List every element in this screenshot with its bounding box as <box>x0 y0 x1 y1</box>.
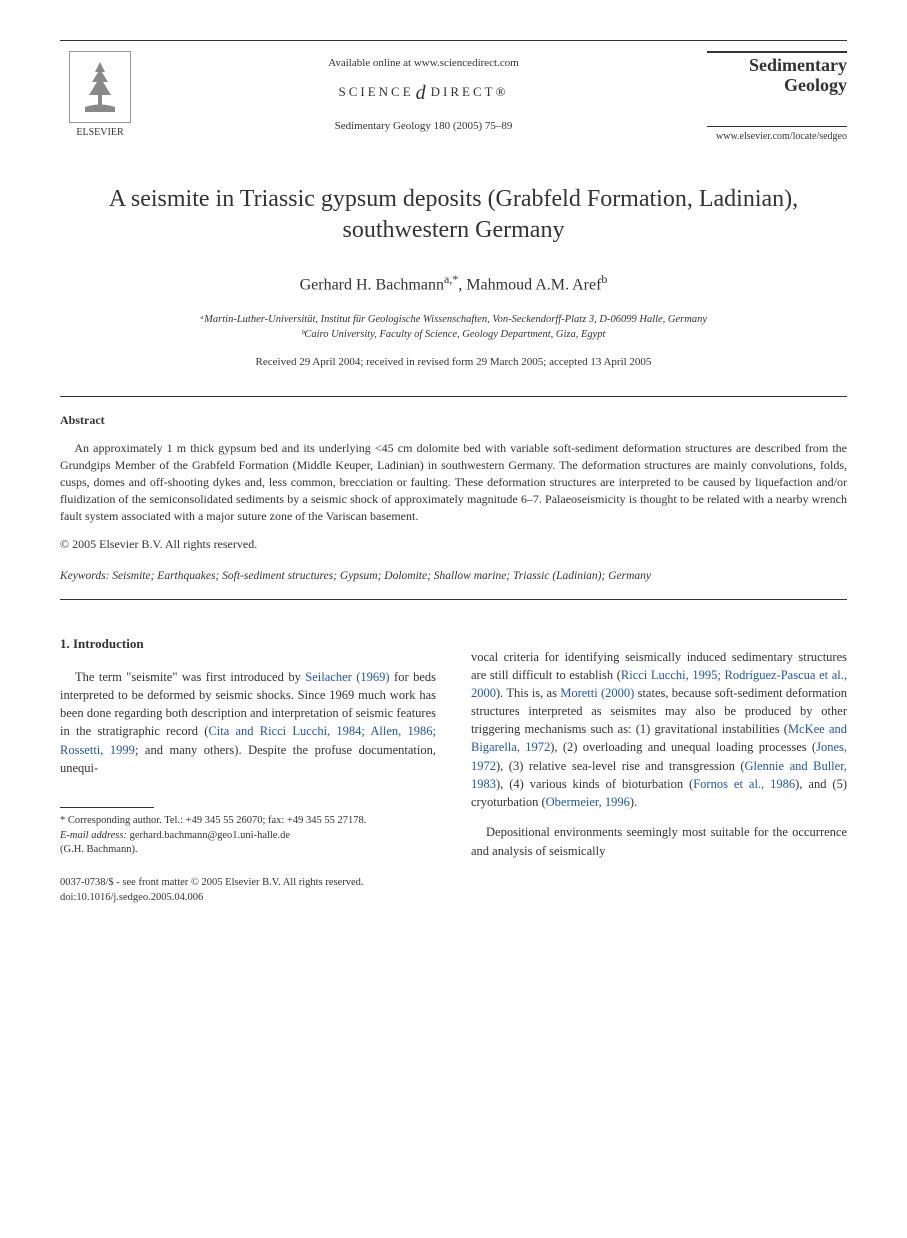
column-left: 1. Introduction The term "seismite" was … <box>60 635 436 905</box>
journal-title-l1: Sedimentary <box>749 55 847 75</box>
cite-fornos-1986[interactable]: Fornos et al., 1986 <box>693 777 795 791</box>
citation-line: Sedimentary Geology 180 (2005) 75–89 <box>140 119 707 134</box>
intro-text-1a: The term "seismite" was first introduced… <box>75 670 305 684</box>
intro-para-1: The term "seismite" was first introduced… <box>60 668 436 777</box>
journal-title: Sedimentary Geology <box>707 51 847 96</box>
journal-box: Sedimentary Geology www.elsevier.com/loc… <box>707 51 847 144</box>
keywords-label: Keywords: <box>60 570 109 582</box>
intro-text-2d: ), (2) overloading and unequal loading p… <box>550 740 816 754</box>
footnote-separator <box>60 807 154 808</box>
footer-line-2: doi:10.1016/j.sedgeo.2005.04.006 <box>60 891 436 906</box>
abstract-heading: Abstract <box>60 412 847 429</box>
article-dates: Received 29 April 2004; received in revi… <box>60 355 847 370</box>
footer-line-1: 0037-0738/$ - see front matter © 2005 El… <box>60 876 436 891</box>
divider-1 <box>60 396 847 397</box>
intro-text-2f: ), (4) various kinds of bioturbation ( <box>496 777 693 791</box>
author-2: , Mahmoud A.M. Aref <box>458 276 601 293</box>
header-center: Available online at www.sciencedirect.co… <box>140 51 707 135</box>
keywords-line: Keywords: Seismite; Earthquakes; Soft-se… <box>60 568 847 584</box>
column-right: vocal criteria for identifying seismical… <box>471 635 847 905</box>
cite-obermeier-1996[interactable]: Obermeier, 1996 <box>546 795 630 809</box>
email-line: E-mail address: gerhard.bachmann@geo1.un… <box>60 829 436 844</box>
abstract-text: An approximately 1 m thick gypsum bed an… <box>60 440 847 524</box>
intro-text-2e: ), (3) relative sea-level rise and trans… <box>496 759 745 773</box>
email-address: gerhard.bachmann@geo1.uni-halle.de <box>127 830 290 841</box>
article-title: A seismite in Triassic gypsum deposits (… <box>100 184 807 246</box>
affiliation-a: ᵃMartin-Luther-Universität, Institut für… <box>60 312 847 328</box>
elsevier-label: ELSEVIER <box>60 126 140 140</box>
science-direct-logo: SCIENCEdDIRECT® <box>140 79 707 107</box>
cite-moretti-2000[interactable]: Moretti (2000) <box>560 686 634 700</box>
email-label: E-mail address: <box>60 830 127 841</box>
journal-title-l2: Geology <box>784 75 847 95</box>
affiliations: ᵃMartin-Luther-Universität, Institut für… <box>60 312 847 344</box>
footnote-block: * Corresponding author. Tel.: +49 345 55… <box>60 814 436 858</box>
intro-text-2b: ). This is, as <box>496 686 560 700</box>
page-footer: 0037-0738/$ - see front matter © 2005 El… <box>60 876 436 905</box>
divider-2 <box>60 599 847 600</box>
page-header: ELSEVIER Available online at www.science… <box>60 40 847 144</box>
elsevier-logo: ELSEVIER <box>60 51 140 140</box>
journal-url: www.elsevier.com/locate/sedgeo <box>707 126 847 144</box>
intro-para-1-cont: vocal criteria for identifying seismical… <box>471 648 847 811</box>
cite-seilacher-1969[interactable]: Seilacher (1969) <box>305 670 389 684</box>
sd-pre: SCIENCE <box>339 84 414 99</box>
section-1-heading: 1. Introduction <box>60 635 436 654</box>
elsevier-tree-icon <box>69 51 131 123</box>
corresponding-author: * Corresponding author. Tel.: +49 345 55… <box>60 814 436 829</box>
author-1-sup: a,* <box>444 272 458 286</box>
author-2-sup: b <box>601 272 607 286</box>
body-columns: 1. Introduction The term "seismite" was … <box>60 635 847 905</box>
email-author-name: (G.H. Bachmann). <box>60 843 436 858</box>
authors-line: Gerhard H. Bachmanna,*, Mahmoud A.M. Are… <box>60 271 847 297</box>
abstract-copyright: © 2005 Elsevier B.V. All rights reserved… <box>60 536 847 553</box>
sd-post: DIRECT® <box>431 84 509 99</box>
author-1: Gerhard H. Bachmann <box>300 276 444 293</box>
intro-para-2: Depositional environments seemingly most… <box>471 823 847 859</box>
affiliation-b: ᵇCairo University, Faculty of Science, G… <box>60 327 847 343</box>
available-online-text: Available online at www.sciencedirect.co… <box>140 56 707 71</box>
sd-d-icon: d <box>416 79 429 107</box>
keywords-list: Seismite; Earthquakes; Soft-sediment str… <box>109 570 651 582</box>
intro-text-2h: ). <box>630 795 637 809</box>
